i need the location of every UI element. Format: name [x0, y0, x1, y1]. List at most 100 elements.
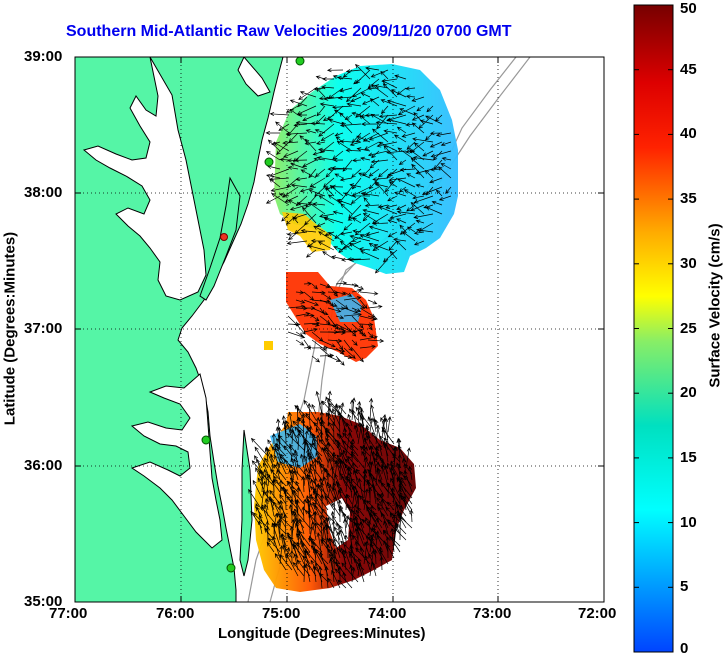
velocity-arrow — [371, 213, 389, 224]
velocity-arrow — [352, 158, 362, 163]
y-axis-label: Latitude (Degrees:Minutes) — [1, 231, 19, 426]
velocity-arrow — [302, 114, 317, 122]
velocity-arrow — [322, 76, 334, 82]
velocity-arrow — [359, 114, 371, 125]
velocity-arrow — [319, 339, 336, 348]
velocity-arrow — [387, 118, 407, 125]
velocity-arrow — [405, 94, 416, 99]
velocity-arrow — [406, 226, 416, 233]
velocity-arrow — [393, 501, 399, 523]
velocity-arrow — [362, 132, 380, 142]
velocity-arrow — [298, 518, 305, 535]
velocity-arrow — [301, 475, 306, 493]
velocity-arrow — [332, 515, 341, 529]
velocity-arrow — [429, 131, 443, 136]
velocity-arrow — [304, 438, 317, 463]
velocity-arrow — [316, 455, 323, 475]
map-title: Southern Mid-Atlantic Raw Velocities 200… — [66, 23, 512, 40]
colorbar-ticks — [634, 4, 673, 653]
velocity-arrow — [299, 90, 317, 98]
velocity-arrow — [334, 132, 344, 137]
velocity-arrow — [369, 98, 380, 107]
velocity-arrow — [410, 157, 425, 170]
velocity-arrow — [316, 140, 326, 146]
velocity-arrow — [314, 128, 326, 134]
velocity-arrow — [433, 159, 443, 170]
velocity-arrow — [295, 331, 304, 337]
velocity-arrow — [327, 577, 335, 589]
velocity-arrow — [378, 141, 398, 152]
velocity-arrow — [371, 84, 389, 98]
velocity-arrow — [322, 251, 335, 260]
velocity-arrow — [295, 480, 305, 499]
velocity-arrow — [303, 281, 313, 286]
velocity-arrow — [389, 466, 395, 487]
velocity-arrow — [416, 105, 425, 112]
velocity-arrow — [349, 257, 371, 262]
velocity-arrow — [268, 537, 281, 553]
velocity-arrow — [391, 463, 401, 481]
velocity-arrow — [422, 150, 434, 157]
velocity-arrow — [380, 99, 398, 107]
velocity-arrow — [431, 200, 443, 206]
velocity-arrow — [331, 166, 353, 171]
velocity-arrow — [360, 191, 380, 197]
velocity-arrow — [285, 131, 308, 137]
velocity-arrow — [311, 403, 317, 415]
velocity-arrow — [343, 312, 362, 317]
velocity-arrow — [430, 167, 443, 172]
velocity-arrow — [307, 508, 312, 535]
velocity-arrow — [371, 561, 377, 577]
colorbar-tick-label: 0 — [680, 640, 689, 657]
velocity-arrow — [364, 555, 371, 571]
velocity-arrow — [312, 565, 317, 583]
velocity-arrow — [376, 114, 389, 130]
velocity-arrow — [368, 168, 380, 177]
velocity-arrow — [359, 331, 367, 337]
velocity-arrow — [282, 140, 299, 145]
velocity-arrow — [332, 537, 341, 559]
velocity-arrow — [309, 486, 323, 499]
velocity-arrow — [370, 69, 389, 78]
velocity-arrow — [367, 304, 383, 309]
velocity-arrow — [355, 63, 371, 80]
velocity-arrow — [430, 150, 452, 158]
velocity-arrow — [335, 329, 347, 334]
velocity-arrow — [295, 404, 300, 427]
colorbar — [633, 4, 674, 653]
velocity-arrow — [260, 475, 265, 493]
colorbar-tick-label: 25 — [680, 319, 697, 337]
velocity-arrow — [276, 141, 290, 155]
velocity-arrow — [303, 345, 312, 350]
velocity-arrow — [271, 446, 287, 463]
velocity-arrow — [258, 470, 275, 487]
y-tick-label: 37:00 — [24, 320, 63, 337]
barrier-island — [239, 429, 253, 577]
velocity-arrow — [319, 291, 332, 300]
velocity-arrow — [290, 183, 308, 188]
velocity-arrow — [379, 555, 384, 571]
velocity-arrow — [289, 99, 308, 107]
velocity-arrow — [335, 306, 346, 311]
velocity-arrow — [351, 566, 356, 583]
velocity-arrow — [314, 522, 323, 535]
velocity-arrow — [324, 495, 335, 511]
velocity-arrow — [303, 327, 318, 333]
velocity-arrow — [368, 177, 380, 190]
velocity-arrow — [272, 535, 281, 559]
velocity-arrow — [276, 445, 287, 457]
velocity-arrow — [340, 540, 359, 559]
velocity-arrow — [257, 520, 263, 535]
velocity-arrow — [360, 156, 371, 161]
velocity-arrow — [293, 508, 311, 529]
x-tick-label: 77:00 — [49, 605, 88, 622]
velocity-field-middle — [286, 272, 378, 362]
velocity-arrow — [315, 114, 326, 125]
velocity-arrow — [331, 255, 344, 260]
velocity-arrow — [307, 244, 326, 251]
velocity-arrow — [349, 141, 362, 147]
velocity-arrow — [370, 113, 389, 125]
velocity-arrow — [359, 291, 379, 296]
velocity-arrow — [393, 237, 407, 242]
